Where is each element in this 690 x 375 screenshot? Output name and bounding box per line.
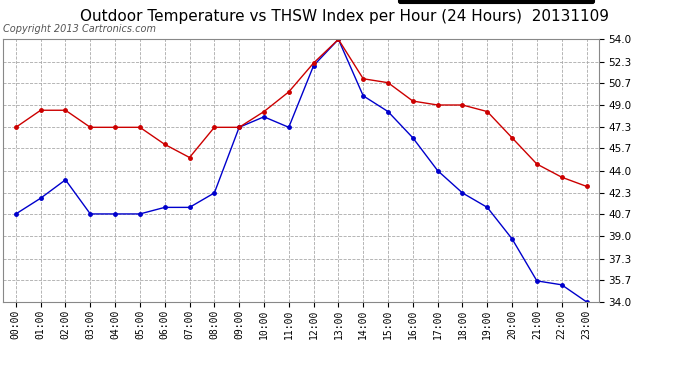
Text: Outdoor Temperature vs THSW Index per Hour (24 Hours)  20131109: Outdoor Temperature vs THSW Index per Ho… [81, 9, 609, 24]
Text: Copyright 2013 Cartronics.com: Copyright 2013 Cartronics.com [3, 24, 157, 34]
Legend: THSW  (°F), Temperature  (°F): THSW (°F), Temperature (°F) [397, 0, 593, 3]
